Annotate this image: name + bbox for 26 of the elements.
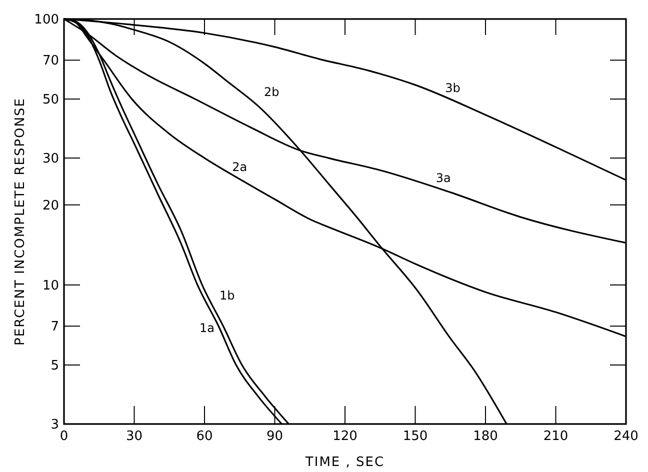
- x-tick-label: 240: [614, 429, 638, 444]
- y-tick-label: 70: [42, 54, 59, 69]
- x-tick-label: 60: [196, 429, 213, 444]
- x-tick-label: 210: [543, 429, 568, 444]
- y-tick-label: 7: [50, 320, 59, 335]
- series-label: 3b: [445, 80, 460, 95]
- y-tick-label: 10: [42, 278, 59, 294]
- x-tick-label: 180: [473, 429, 498, 444]
- y-tick-label: 5: [50, 358, 59, 374]
- series-label: 1a: [200, 321, 215, 336]
- x-tick-label: 90: [266, 429, 284, 444]
- y-axis-title: PERCENT INCOMPLETE RESPONSE: [13, 98, 28, 346]
- x-tick-label: 30: [126, 429, 143, 444]
- series-label: 1b: [220, 288, 235, 302]
- y-tick-label: 20: [42, 198, 59, 214]
- y-tick-label: 3: [50, 418, 59, 433]
- y-tick-label: 30: [42, 152, 59, 167]
- x-tick-label: 0: [60, 429, 68, 444]
- y-tick-label: 50: [42, 92, 59, 108]
- x-tick-label: 150: [402, 429, 428, 444]
- x-tick-label: 120: [332, 429, 358, 444]
- series-label: 3a: [436, 170, 451, 185]
- series-label: 2a: [232, 160, 248, 174]
- series-label: 2b: [264, 85, 280, 100]
- x-axis-title: TIME , SEC: [304, 455, 385, 470]
- y-tick-label: 100: [34, 12, 59, 28]
